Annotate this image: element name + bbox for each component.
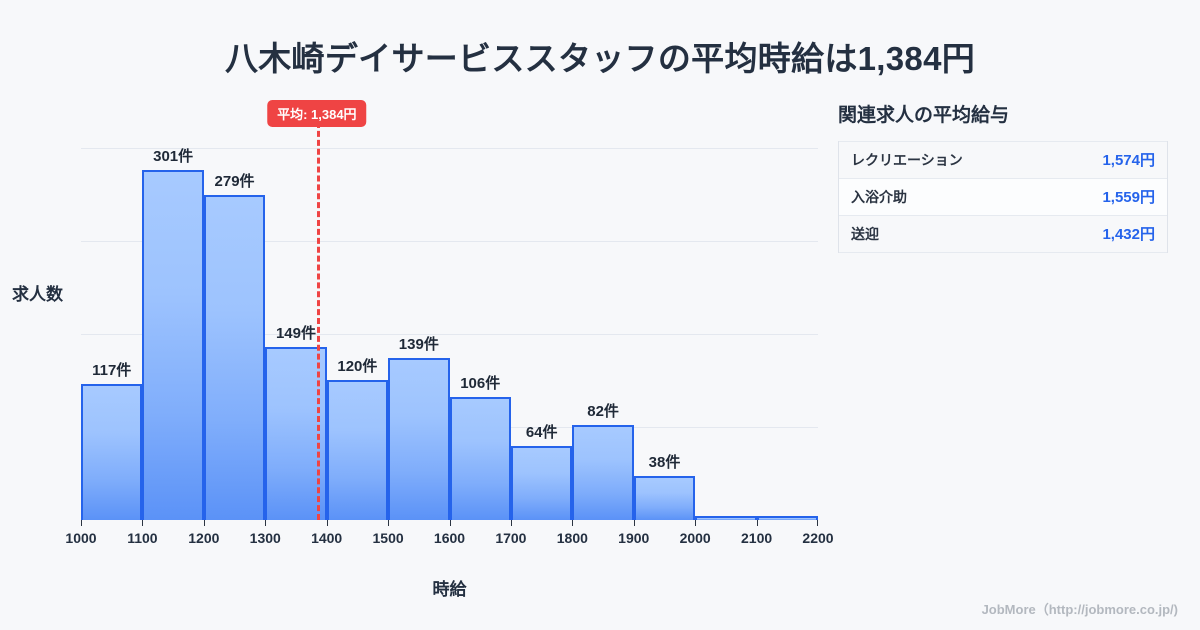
x-tick-mark [265, 520, 267, 526]
histogram-bar[interactable] [510, 445, 573, 520]
y-axis-title: 求人数 [12, 285, 63, 304]
x-axis-ticks: 1000 1100 1200 1300 1400 1500 1600 1700 1800 1900… [65, 530, 833, 554]
average-line [316, 122, 320, 520]
bar-series: 117件 301件 279件 149件 120件 139件 106件 64件 82件 38件 [81, 100, 819, 526]
related-salary-title: 関連求人の平均給与 [838, 105, 1010, 126]
gridline [81, 147, 818, 149]
related-salary-row-label: 送迎 [851, 225, 879, 242]
bar-value-label: 279件 [214, 173, 255, 191]
bar-slot[interactable]: 117件 [81, 100, 143, 526]
histogram-bar[interactable] [265, 346, 327, 520]
x-tick-mark [81, 520, 82, 526]
histogram-bar[interactable] [203, 195, 266, 520]
bar-slot[interactable] [695, 100, 757, 526]
bar-slot[interactable]: 64件 [510, 100, 573, 526]
bar-slot[interactable]: 106件 [449, 100, 511, 526]
related-salary-row-value: 1,432円 [1102, 226, 1155, 243]
related-salary-row[interactable]: 入浴介助 1,559円 [839, 179, 1167, 216]
related-salary-row-value: 1,574円 [1102, 152, 1155, 169]
bar-slot[interactable]: 149件 [265, 100, 327, 526]
related-salary-panel: 関連求人の平均給与 レクリエーション 1,574円入浴介助 1,559円送迎 1,43… [838, 100, 1168, 253]
x-tick-mark [510, 520, 512, 526]
x-tick-label: 2000 [679, 530, 711, 546]
gridline [81, 240, 818, 242]
bar-value-label: 149件 [275, 324, 316, 342]
x-tick-mark [572, 520, 574, 526]
x-tick-label: 2100 [741, 530, 773, 546]
x-tick-mark [449, 520, 451, 526]
plot-area: 117件 301件 279件 149件 120件 139件 106件 64件 82件 38件 平均… [81, 100, 819, 526]
x-tick-label: 1600 [433, 530, 466, 546]
related-salary-row-value: 1,559円 [1102, 189, 1155, 206]
x-tick-mark [326, 520, 328, 526]
bar-value-label: 64件 [525, 423, 558, 441]
x-tick-mark [388, 520, 390, 526]
bar-value-label: 139件 [398, 336, 439, 354]
x-tick-mark [756, 520, 758, 526]
bar-slot[interactable]: 279件 [203, 100, 266, 526]
footer-watermark: JobMore（http://jobmore.co.jp/) [981, 602, 1178, 617]
bar-value-label: 106件 [460, 374, 501, 392]
histogram-chart: 求人数 117件 301件 279件 149件 120件 139件 106件 64件 82件 38… [0, 90, 834, 599]
bar-value-label: 117件 [92, 361, 132, 379]
average-badge: 平均: 1,384円 [267, 100, 367, 127]
x-tick-mark [203, 520, 205, 526]
histogram-bar[interactable] [81, 383, 143, 520]
bar-value-label: 120件 [337, 358, 378, 376]
related-salary-row[interactable]: レクリエーション 1,574円 [839, 141, 1167, 179]
bar-slot[interactable]: 38件 [633, 100, 696, 526]
x-tick-label: 1700 [495, 530, 527, 546]
histogram-bar[interactable] [388, 358, 450, 520]
x-tick-label: 2200 [802, 530, 834, 546]
x-tick-label: 1400 [311, 530, 343, 546]
related-salary-row[interactable]: 送迎 1,432円 [839, 216, 1167, 253]
gridline [81, 333, 818, 335]
page-title: 八木崎デイサービススタッフの平均時給は1,384円 [224, 40, 976, 77]
x-tick-label: 1300 [249, 530, 281, 546]
x-tick-mark [142, 520, 144, 526]
x-tick-label: 1000 [65, 530, 97, 546]
bar-slot[interactable] [756, 100, 819, 526]
histogram-bar[interactable] [142, 169, 204, 520]
histogram-bar[interactable] [572, 424, 634, 520]
x-axis-title: 時給 [432, 580, 467, 599]
x-tick-label: 1900 [618, 530, 650, 546]
bar-value-label: 82件 [587, 402, 619, 420]
histogram-bar[interactable] [633, 475, 696, 520]
related-salary-table: レクリエーション 1,574円入浴介助 1,559円送迎 1,432円 [838, 141, 1168, 253]
x-tick-label: 1100 [127, 530, 158, 546]
histogram-bar[interactable] [695, 516, 757, 520]
x-tick-label: 1800 [556, 530, 588, 546]
x-tick-label: 1500 [372, 530, 404, 546]
histogram-bar[interactable] [326, 380, 389, 520]
x-tick-mark [695, 520, 697, 526]
histogram-bar[interactable] [449, 396, 511, 520]
x-tick-label: 1200 [188, 530, 220, 546]
histogram-bar[interactable] [756, 516, 819, 520]
bar-value-label: 301件 [153, 147, 194, 165]
related-salary-row-label: 入浴介助 [851, 188, 907, 205]
x-tick-mark [817, 520, 819, 526]
bar-slot[interactable]: 301件 [142, 100, 204, 526]
x-tick-mark [633, 520, 635, 526]
bar-value-label: 38件 [648, 453, 681, 471]
related-salary-row-label: レクリエーション [851, 151, 963, 168]
bar-slot[interactable]: 120件 [326, 100, 389, 526]
bar-slot[interactable]: 82件 [572, 100, 634, 526]
bar-slot[interactable]: 139件 [388, 100, 450, 526]
